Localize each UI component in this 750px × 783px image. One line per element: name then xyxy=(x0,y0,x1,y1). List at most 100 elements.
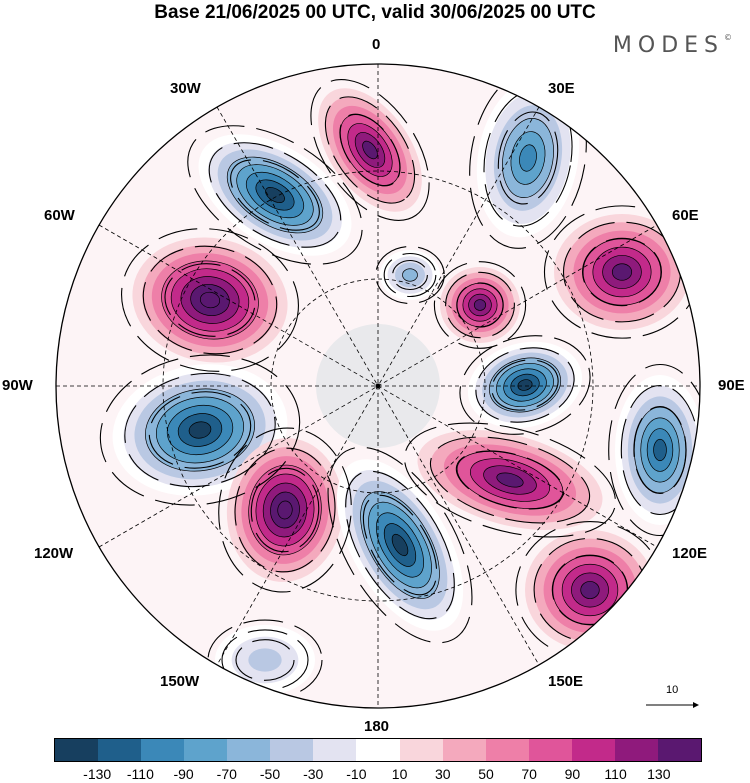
streamline xyxy=(404,422,616,538)
colorbar-swatch-5 xyxy=(270,739,314,761)
colorbar-tick-label: -10 xyxy=(346,766,367,782)
streamline xyxy=(375,245,445,305)
colorbar-tick-label: -130 xyxy=(83,766,112,782)
colorbar-tick-label: -30 xyxy=(303,766,324,782)
colorbar-swatch-9 xyxy=(442,739,486,761)
streamline xyxy=(99,354,301,506)
lon-label-150w: 150W xyxy=(160,673,200,690)
reference-vector: 10 xyxy=(640,684,704,712)
negative-anomaly-5 xyxy=(380,250,440,300)
streamline xyxy=(497,111,559,205)
lon-label-120e: 120E xyxy=(672,545,708,562)
colorbar-swatch-0 xyxy=(55,739,99,761)
negative-anomaly-12 xyxy=(336,459,464,631)
colorbar-swatch-12 xyxy=(571,739,615,761)
positive-anomaly-13 xyxy=(525,530,655,650)
streamline xyxy=(362,494,438,596)
streamline xyxy=(187,125,363,265)
colorbar-tick-label: -50 xyxy=(259,766,281,782)
anomaly-field xyxy=(56,64,700,708)
streamline xyxy=(383,252,437,298)
streamline xyxy=(633,405,687,495)
colorbar-tick-label: 90 xyxy=(564,766,581,782)
lon-label-60w: 60W xyxy=(44,207,75,224)
lon-label-60e: 60E xyxy=(672,207,699,224)
streamline xyxy=(339,113,401,187)
colorbar-swatch-10 xyxy=(485,739,529,761)
colorbar-tick-label: -90 xyxy=(173,766,194,782)
negative-anomaly-8 xyxy=(112,364,288,496)
positive-anomaly-4 xyxy=(132,237,288,363)
lon-label-90w: 90W xyxy=(2,377,33,394)
streamline xyxy=(208,142,342,248)
colorbar-tick-label: 110 xyxy=(604,766,627,782)
brand-text: MODES xyxy=(612,33,724,58)
lon-label-150e: 150E xyxy=(548,673,584,690)
colorbar-swatch-1 xyxy=(98,739,142,761)
streamline xyxy=(469,67,587,249)
colorbar-tick-label: -70 xyxy=(216,766,237,782)
map-border xyxy=(55,63,701,709)
colorbar-tick-label: 10 xyxy=(391,766,408,782)
colorbar-swatch-13 xyxy=(614,739,658,761)
streamline xyxy=(491,359,559,411)
streamline xyxy=(324,96,416,204)
colorbar-swatch-4 xyxy=(227,739,271,761)
colorbar-tick-label: 70 xyxy=(521,766,537,782)
colorbar-swatch-7 xyxy=(356,739,400,761)
streamline xyxy=(392,259,428,291)
colorbar-tick-label: 130 xyxy=(647,766,671,782)
negative-anomaly-2 xyxy=(476,78,580,238)
negative-anomaly-14 xyxy=(215,625,315,695)
streamline xyxy=(148,391,252,469)
streamline xyxy=(433,261,527,349)
negative-anomaly-9 xyxy=(615,375,700,525)
streamline xyxy=(582,237,662,307)
positive-anomaly-10 xyxy=(417,430,603,530)
streamline xyxy=(250,467,320,553)
streamline xyxy=(455,450,565,510)
colorbar-swatch-8 xyxy=(399,739,443,761)
south-pole-marker xyxy=(375,383,381,389)
lon-label-30w: 30W xyxy=(170,80,201,97)
streamline xyxy=(475,347,575,423)
positive-anomaly-1 xyxy=(318,88,422,212)
reference-arrow-icon xyxy=(646,702,699,708)
colorbar-swatch-14 xyxy=(657,739,701,761)
map-title: Base 21/06/2025 00 UTC, valid 30/06/2025… xyxy=(154,2,596,23)
streamline xyxy=(235,639,295,681)
colorbar-swatch-6 xyxy=(313,739,357,761)
streamline xyxy=(310,79,430,221)
colorbar-tick-label: 50 xyxy=(478,766,494,782)
colorbar-tick-label: -110 xyxy=(126,766,154,782)
lon-label-90e: 90E xyxy=(718,377,745,394)
streamline xyxy=(345,470,455,620)
lon-label-0: 0 xyxy=(372,36,381,53)
lon-label-30e: 30E xyxy=(548,80,575,97)
colorbar-swatch-2 xyxy=(141,739,185,761)
colorbar-swatch-3 xyxy=(184,739,228,761)
lon-label-120w: 120W xyxy=(34,545,74,562)
modes-logo: MODES© xyxy=(613,33,732,58)
streamline xyxy=(429,436,591,524)
streamline xyxy=(456,282,504,328)
lon-label-180: 180 xyxy=(364,718,390,735)
streamline xyxy=(124,372,276,488)
streamline xyxy=(234,447,336,573)
positive-anomaly-6 xyxy=(440,267,520,343)
brand-mark: © xyxy=(724,33,732,42)
colorbar-tick-label: 30 xyxy=(435,766,451,782)
reference-vector-label: 10 xyxy=(666,684,679,696)
streamline xyxy=(327,446,473,644)
colorbar-swatch-11 xyxy=(528,739,572,761)
negative-anomaly-0 xyxy=(198,134,352,256)
streamline xyxy=(230,159,320,231)
streamline xyxy=(142,245,278,355)
colorbar xyxy=(54,738,702,762)
colorbar-ticks: -130 -110 -90 -70 -50 -30 -10 10 30 50 70 90 110 130 xyxy=(54,766,702,782)
streamline xyxy=(608,363,700,537)
positive-anomaly-3 xyxy=(554,214,690,330)
streamline xyxy=(121,228,299,372)
streamline xyxy=(164,263,256,337)
